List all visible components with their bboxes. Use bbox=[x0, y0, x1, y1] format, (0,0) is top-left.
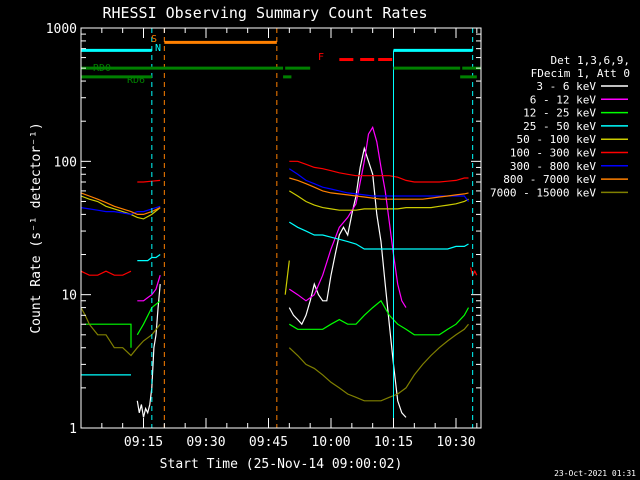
series-line-0-seg-0 bbox=[136, 284, 161, 418]
legend-entry-1: 6 - 12 keV bbox=[530, 93, 597, 106]
series-line-7-seg-1 bbox=[289, 177, 469, 200]
series-line-7-seg-0 bbox=[80, 192, 161, 215]
series-line-4-seg-2 bbox=[288, 190, 469, 211]
series-line-6-seg-1 bbox=[288, 168, 469, 202]
chart-title: RHESSI Observing Summary Count Rates bbox=[102, 4, 427, 22]
plot-frame bbox=[80, 27, 482, 429]
legend-entry-7: 800 - 7000 keV bbox=[503, 173, 596, 186]
legend-entry-6: 300 - 800 keV bbox=[510, 160, 596, 173]
saa-label: S bbox=[151, 34, 157, 45]
series-line-1-seg-0 bbox=[137, 275, 161, 302]
y-axis: 1 10 100 1000 bbox=[46, 22, 481, 437]
series-line-5-seg-0 bbox=[80, 270, 132, 276]
legend-entry-5: 100 - 300 keV bbox=[510, 147, 596, 160]
timestamp: 23-Oct-2021 01:31 bbox=[554, 469, 636, 478]
legend-entry-0: 3 - 6 keV bbox=[536, 80, 596, 93]
x-tick-label: 10:15 bbox=[374, 435, 413, 450]
night-label: N bbox=[155, 43, 161, 54]
series-line-2-seg-0 bbox=[85, 323, 132, 348]
series-line-5-seg-3 bbox=[470, 267, 478, 277]
legend-entry-4: 50 - 100 keV bbox=[517, 133, 597, 146]
x-tick-label: 10:30 bbox=[436, 435, 475, 450]
x-axis-label: Start Time (25-Nov-14 09:00:02) bbox=[160, 457, 403, 472]
series-line-8-seg-1 bbox=[288, 323, 469, 402]
series-line-5-seg-2 bbox=[289, 160, 469, 183]
series-line-2-seg-1 bbox=[136, 300, 161, 336]
series-line-0-seg-1 bbox=[288, 146, 407, 418]
series-line-3-seg-1 bbox=[137, 254, 161, 262]
flare-label: F bbox=[318, 52, 324, 63]
x-tick-label: 10:00 bbox=[311, 435, 350, 450]
y-tick-label: 10 bbox=[61, 289, 77, 304]
series-line-4-seg-0 bbox=[80, 195, 161, 220]
y-tick-label: 1000 bbox=[46, 22, 77, 37]
y-tick-label: 1 bbox=[69, 422, 77, 437]
rd0-label: RD0 bbox=[93, 63, 111, 74]
y-axis-label: Count Rate (s⁻¹ detector⁻¹) bbox=[29, 122, 44, 333]
rd6-label: RD6 bbox=[127, 75, 145, 86]
series-line-8-seg-0 bbox=[80, 307, 161, 357]
series-layer bbox=[80, 125, 478, 418]
legend-entry-3: 25 - 50 keV bbox=[523, 120, 596, 133]
x-tick-label: 09:15 bbox=[124, 435, 163, 450]
series-line-5-seg-1 bbox=[137, 179, 161, 183]
annotation-layer: RD0 RD6 SN F bbox=[81, 28, 481, 428]
series-line-3-seg-2 bbox=[288, 221, 469, 250]
legend-entry-8: 7000 - 15000 keV bbox=[490, 186, 596, 199]
series-line-2-seg-2 bbox=[288, 299, 470, 336]
x-axis: 09:15 09:30 09:45 10:00 10:15 10:30 bbox=[101, 28, 478, 450]
series-line-4-seg-1 bbox=[284, 260, 290, 295]
x-tick-label: 09:30 bbox=[186, 435, 225, 450]
legend-header-1: FDecim 1, Att 0 bbox=[531, 67, 630, 80]
x-tick-label: 09:45 bbox=[249, 435, 288, 450]
legend-header-0: Det 1,3,6,9, bbox=[551, 54, 630, 67]
series-line-6-seg-0 bbox=[80, 205, 161, 216]
y-tick-label: 100 bbox=[54, 155, 77, 170]
legend-entry-2: 12 - 25 keV bbox=[523, 107, 596, 120]
